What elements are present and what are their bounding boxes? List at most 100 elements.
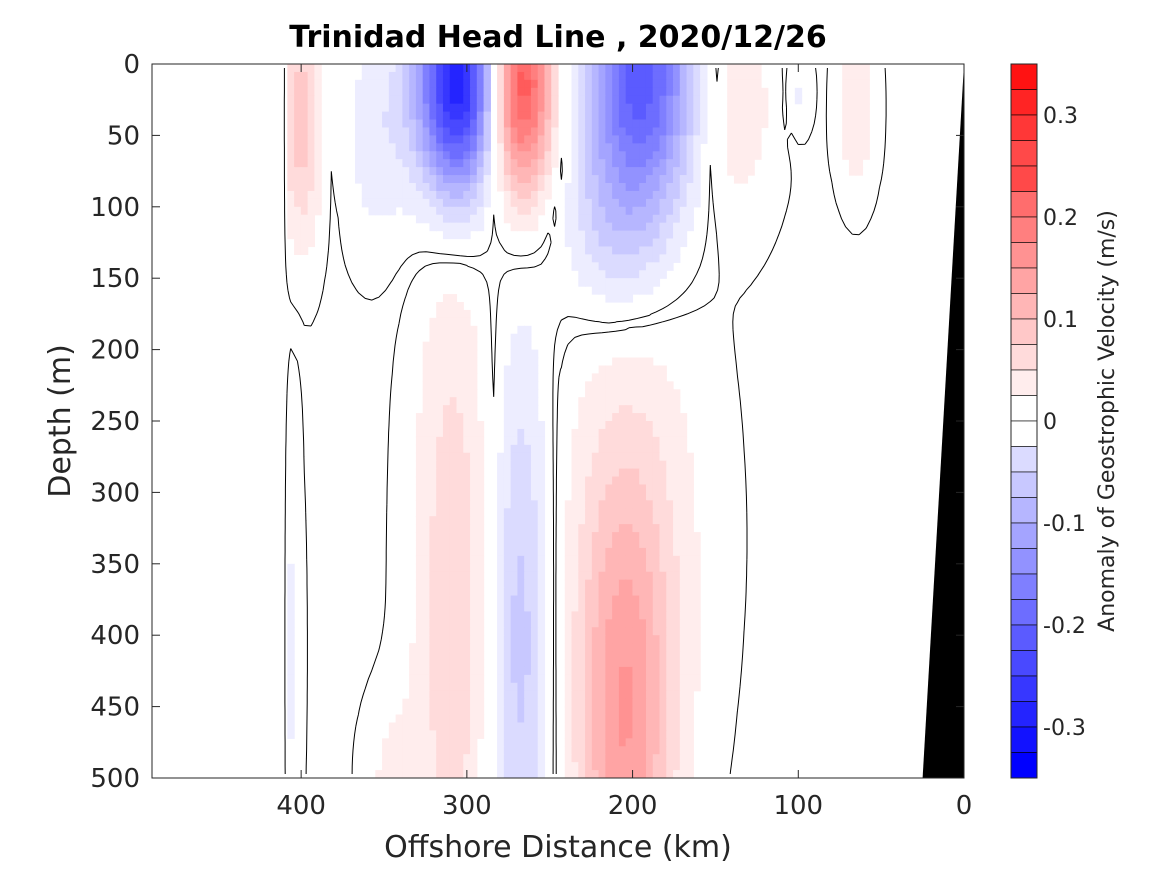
velocity-cell xyxy=(598,524,606,533)
velocity-cell xyxy=(368,111,376,121)
velocity-cell xyxy=(530,64,539,73)
velocity-cell xyxy=(463,87,471,97)
velocity-cell xyxy=(287,674,295,684)
colorbar-band xyxy=(1010,344,1038,371)
velocity-cell xyxy=(456,722,464,731)
velocity-cell xyxy=(497,135,505,144)
velocity-cell xyxy=(686,754,694,763)
velocity-cell xyxy=(564,706,573,716)
velocity-cell xyxy=(524,500,532,509)
velocity-cell xyxy=(679,198,688,208)
velocity-cell xyxy=(497,659,505,668)
velocity-cell xyxy=(524,651,532,660)
velocity-cell xyxy=(571,500,579,509)
velocity-cell xyxy=(429,428,437,438)
velocity-cell xyxy=(578,222,586,232)
velocity-cell xyxy=(639,722,647,731)
velocity-cell xyxy=(503,762,512,771)
velocity-cell xyxy=(395,738,403,747)
velocity-cell xyxy=(659,468,667,478)
velocity-cell xyxy=(625,270,634,279)
velocity-cell xyxy=(415,508,424,517)
velocity-cell xyxy=(429,508,437,517)
velocity-cell xyxy=(848,159,857,168)
velocity-cell xyxy=(524,421,532,430)
velocity-cell xyxy=(463,746,471,755)
velocity-cell xyxy=(598,619,606,628)
velocity-cell xyxy=(578,190,586,200)
velocity-cell xyxy=(307,198,315,208)
velocity-cell xyxy=(436,508,444,517)
velocity-cell xyxy=(524,603,532,612)
velocity-cell xyxy=(632,238,640,248)
velocity-cell xyxy=(470,428,478,438)
velocity-cell xyxy=(483,71,491,81)
velocity-cell xyxy=(679,95,688,105)
velocity-cell xyxy=(456,706,464,716)
velocity-cell xyxy=(632,230,640,240)
velocity-cell xyxy=(639,770,647,778)
velocity-cell xyxy=(564,754,573,763)
velocity-cell xyxy=(632,611,640,620)
velocity-cell xyxy=(625,730,634,739)
velocity-cell xyxy=(503,595,512,605)
velocity-cell xyxy=(727,167,735,176)
velocity-cell xyxy=(591,103,600,113)
velocity-cell xyxy=(862,87,870,97)
velocity-cell xyxy=(747,103,755,113)
velocity-cell xyxy=(645,635,654,644)
velocity-cell xyxy=(625,532,634,541)
velocity-cell xyxy=(632,159,640,168)
velocity-cell xyxy=(618,254,627,263)
velocity-cell xyxy=(618,643,627,652)
velocity-cell xyxy=(510,71,518,81)
velocity-cell xyxy=(652,436,661,446)
velocity-cell xyxy=(524,397,532,406)
velocity-cell xyxy=(693,611,701,620)
velocity-cell xyxy=(456,698,464,708)
velocity-cell xyxy=(510,198,518,208)
velocity-cell xyxy=(436,476,444,486)
velocity-cell xyxy=(314,175,322,184)
velocity-cell xyxy=(456,309,464,319)
velocity-cell xyxy=(842,95,850,105)
velocity-cell xyxy=(632,71,640,81)
velocity-cell xyxy=(294,87,302,97)
velocity-cell xyxy=(652,770,661,778)
velocity-cell xyxy=(625,643,634,652)
velocity-cell xyxy=(300,246,309,255)
velocity-cell xyxy=(476,627,485,636)
velocity-cell xyxy=(537,571,546,581)
velocity-cell xyxy=(470,611,478,620)
velocity-cell xyxy=(578,698,586,708)
velocity-cell xyxy=(740,151,749,160)
velocity-cell xyxy=(571,746,579,755)
velocity-cell xyxy=(686,206,694,216)
velocity-cell xyxy=(429,595,437,605)
velocity-cell xyxy=(470,143,478,152)
velocity-cell xyxy=(415,682,424,692)
velocity-cell xyxy=(639,206,647,216)
velocity-cell xyxy=(476,540,485,549)
velocity-cell xyxy=(476,206,485,216)
velocity-cell xyxy=(605,730,613,739)
velocity-cell xyxy=(639,428,647,438)
velocity-cell xyxy=(300,222,309,232)
velocity-cell xyxy=(612,167,620,176)
velocity-cell xyxy=(598,587,606,597)
velocity-cell xyxy=(470,397,478,406)
velocity-cell xyxy=(402,746,410,755)
velocity-cell xyxy=(659,198,667,208)
velocity-cell xyxy=(578,119,586,129)
velocity-cell xyxy=(605,508,613,517)
velocity-cell xyxy=(442,95,451,105)
velocity-cell xyxy=(645,381,654,390)
velocity-cell xyxy=(449,71,458,81)
velocity-cell xyxy=(503,770,512,778)
velocity-cell xyxy=(429,444,437,454)
velocity-cell xyxy=(659,135,667,144)
velocity-cell xyxy=(733,135,742,144)
velocity-cell xyxy=(463,373,471,382)
velocity-cell xyxy=(591,682,600,692)
velocity-cell xyxy=(693,111,701,121)
